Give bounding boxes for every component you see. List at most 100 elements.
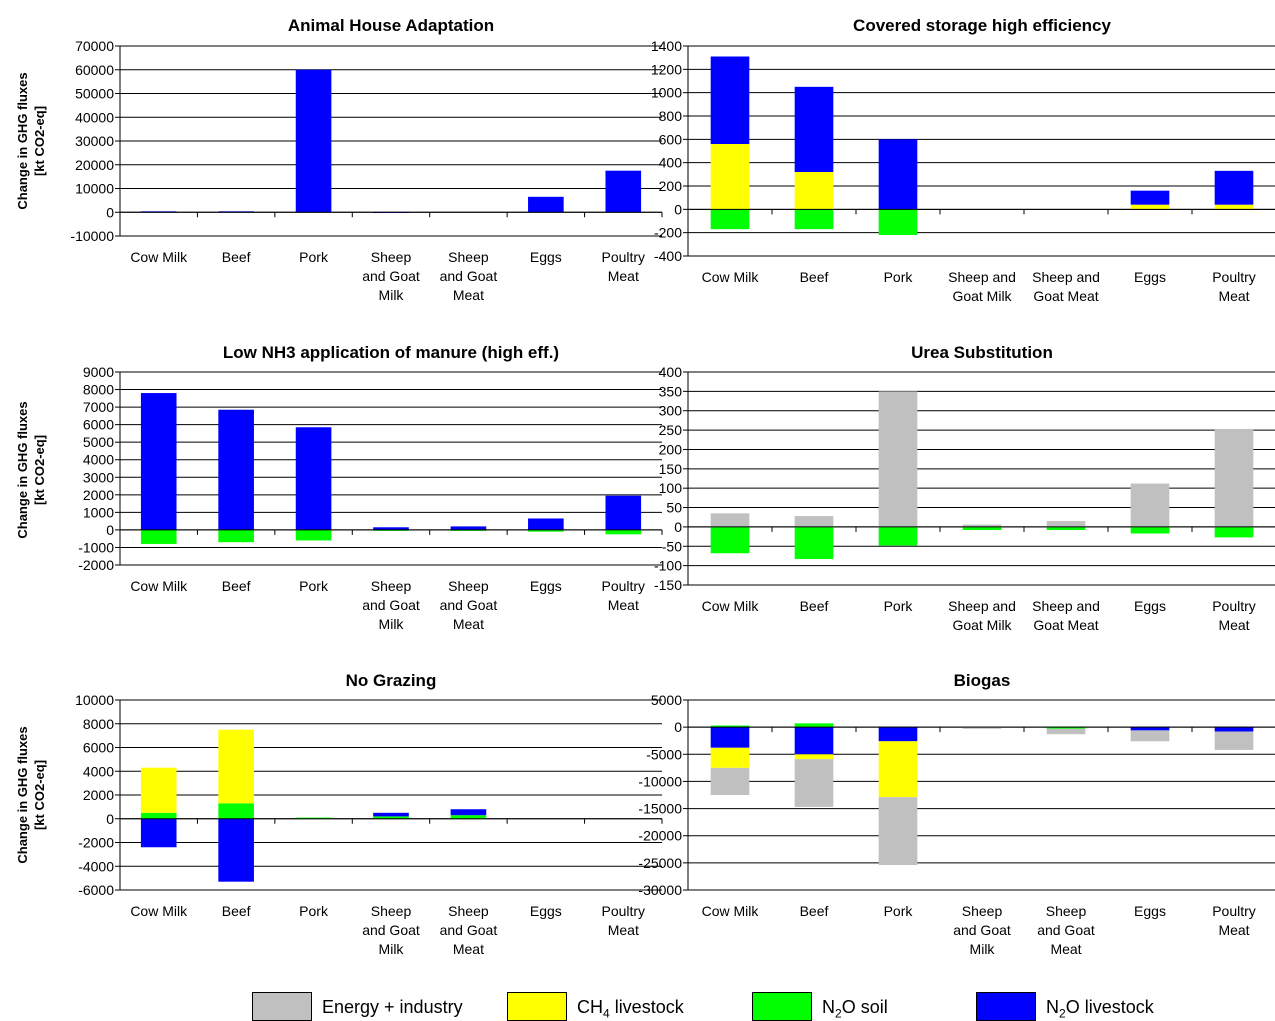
y-tick-label: 6000 [83, 417, 114, 433]
x-category-label: Meat [1218, 617, 1249, 633]
x-category-label: Meat [608, 922, 639, 938]
y-tick-label: 2000 [83, 487, 114, 503]
bar-n2o_live [1214, 727, 1254, 732]
y-axis-title-line2: [kt CO2-eq] [32, 435, 47, 505]
y-tick-label: 20000 [75, 157, 114, 173]
y-tick-label: -20000 [638, 828, 682, 844]
bar-n2o_live [878, 139, 918, 210]
x-category-label: Pork [299, 249, 329, 265]
y-tick-label: 9000 [83, 364, 114, 380]
y-tick-label: -1000 [78, 539, 114, 555]
x-category-label: Cow Milk [702, 269, 760, 285]
x-category-label: Sheep [448, 903, 489, 919]
x-category-label: Cow Milk [130, 249, 188, 265]
bar-energy [962, 727, 1002, 729]
x-category-label: Sheep [371, 903, 412, 919]
y-tick-label: 1000 [83, 504, 114, 520]
bar-energy [1130, 483, 1170, 527]
x-category-label: Sheep and [1032, 598, 1100, 614]
legend-swatch [252, 992, 312, 1021]
y-tick-label: 0 [106, 522, 114, 538]
bar-n2o_live [528, 196, 564, 213]
y-tick-label: 10000 [75, 692, 114, 708]
bar-ch4 [710, 144, 750, 210]
x-category-label: Pork [299, 903, 329, 919]
y-tick-label: -200 [654, 225, 682, 241]
bar-n2o_live [450, 526, 487, 530]
x-category-label: Goat Milk [952, 617, 1012, 633]
y-axis-title-line1: Change in GHG fluxes [15, 72, 30, 209]
x-category-label: Sheep [371, 578, 412, 594]
y-tick-label: 150 [659, 461, 683, 477]
y-tick-label: 0 [674, 719, 682, 735]
bar-n2o_live [605, 170, 642, 213]
y-tick-label: -150 [654, 577, 682, 593]
x-category-label: Beef [222, 578, 251, 594]
y-axis-title: Change in GHG fluxes [kt CO2-eq] [15, 726, 47, 863]
chart-title: Urea Substitution [911, 343, 1053, 362]
y-tick-label: 400 [659, 364, 683, 380]
y-tick-label: -2000 [78, 557, 114, 573]
bar-n2o_soil [218, 803, 254, 819]
x-category-label: Poultry [601, 578, 645, 594]
legend-label: N2O livestock [1046, 997, 1154, 1021]
x-category-label: and Goat [1037, 922, 1095, 938]
y-tick-label: -5000 [646, 746, 682, 762]
bar-n2o_soil [1046, 526, 1086, 531]
bar-ch4 [794, 172, 834, 210]
bar-n2o_live [710, 56, 750, 144]
y-tick-label: 250 [659, 422, 683, 438]
x-category-label: Poultry [601, 903, 645, 919]
bar-n2o_live [794, 86, 834, 172]
y-tick-label: 200 [659, 178, 683, 194]
bar-energy [794, 759, 834, 807]
x-category-label: Meat [1050, 941, 1081, 957]
x-category-label: Eggs [1134, 598, 1166, 614]
y-tick-label: -100 [654, 558, 682, 574]
x-category-label: Milk [379, 616, 405, 632]
bar-n2o_soil [295, 529, 332, 541]
x-category-label: Sheep and [948, 269, 1016, 285]
legend: Energy + industry CH4 livestock N2O soil N2… [0, 990, 1275, 1021]
bar-n2o_soil [528, 529, 564, 532]
bar-ch4 [794, 754, 834, 760]
x-category-label: Beef [800, 903, 829, 919]
bar-n2o_live [1214, 170, 1254, 205]
x-category-label: Sheep and [1032, 269, 1100, 285]
bar-ch4 [878, 741, 918, 798]
y-tick-label: -50 [662, 538, 682, 554]
x-category-label: Poultry [1212, 269, 1256, 285]
y-tick-label: 10000 [75, 181, 114, 197]
x-category-label: Meat [453, 287, 484, 303]
x-category-label: Cow Milk [130, 578, 188, 594]
bar-energy [1130, 730, 1170, 742]
bar-n2o_live [878, 727, 918, 742]
y-tick-label: -30000 [638, 882, 682, 898]
x-category-label: and Goat [440, 922, 498, 938]
bar-n2o_soil [1130, 526, 1170, 534]
bar-n2o_live [295, 69, 332, 213]
x-category-label: Beef [222, 903, 251, 919]
bar-energy [962, 524, 1002, 527]
bar-n2o_soil [140, 812, 177, 819]
bar-n2o_soil [878, 526, 918, 546]
bar-energy [878, 797, 918, 866]
y-tick-label: 350 [659, 383, 683, 399]
x-category-label: Meat [453, 941, 484, 957]
bar-n2o_live [794, 727, 834, 755]
y-tick-label: -10000 [638, 773, 682, 789]
y-tick-label: 3000 [83, 469, 114, 485]
bar-n2o_live [218, 409, 254, 530]
bar-n2o_live [1130, 727, 1170, 731]
x-category-label: Eggs [1134, 903, 1166, 919]
x-category-label: Meat [1218, 288, 1249, 304]
y-axis-title-line2: [kt CO2-eq] [32, 760, 47, 830]
x-category-label: Meat [453, 616, 484, 632]
bar-n2o_live [218, 818, 254, 882]
x-category-label: Meat [608, 597, 639, 613]
x-category-label: Eggs [530, 903, 562, 919]
x-category-label: Poultry [1212, 598, 1256, 614]
x-category-label: Sheep [448, 578, 489, 594]
bar-energy [1046, 728, 1086, 735]
